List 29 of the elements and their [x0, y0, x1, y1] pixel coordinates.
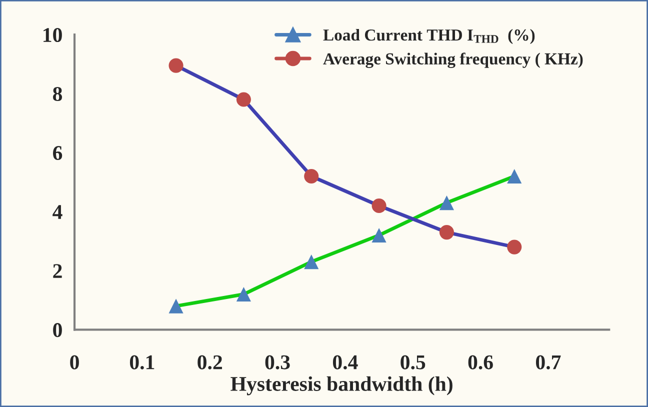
y-tick-label: 8 [52, 86, 62, 102]
point [304, 168, 319, 184]
x-tick-label: 0.5 [400, 355, 426, 370]
x-tick-label: 0.7 [536, 355, 561, 370]
x-axis-title: Hysteresis bandwidth (h) [230, 376, 452, 396]
y-tick-label: 2 [53, 264, 62, 278]
point [168, 58, 184, 73]
legend-label: Load Current THD I$_{THD}$ (%) [323, 28, 535, 44]
x-tick-label: 0.1 [130, 355, 154, 370]
point [507, 240, 522, 254]
point [236, 286, 251, 302]
x-tick-label: 0.4 [332, 355, 358, 370]
x-tick-label: 0 [70, 355, 79, 370]
point [168, 298, 184, 314]
point [439, 225, 454, 240]
point [507, 168, 522, 184]
point [236, 92, 251, 107]
x-tick-label: 0.2 [198, 355, 222, 370]
y-tick-label: 6 [53, 146, 62, 160]
point [372, 198, 386, 214]
y-tick-label: 0 [53, 323, 62, 338]
point [304, 254, 319, 270]
point [372, 228, 386, 243]
x-tick-label: 0.6 [468, 355, 493, 370]
point [439, 196, 454, 210]
x-tick-label: 0.3 [265, 355, 290, 370]
y-tick-label: 4 [52, 205, 62, 219]
y-tick-label: 10 [44, 28, 62, 42]
legend-label: Average Switching frequency ( KHz) [323, 52, 583, 68]
